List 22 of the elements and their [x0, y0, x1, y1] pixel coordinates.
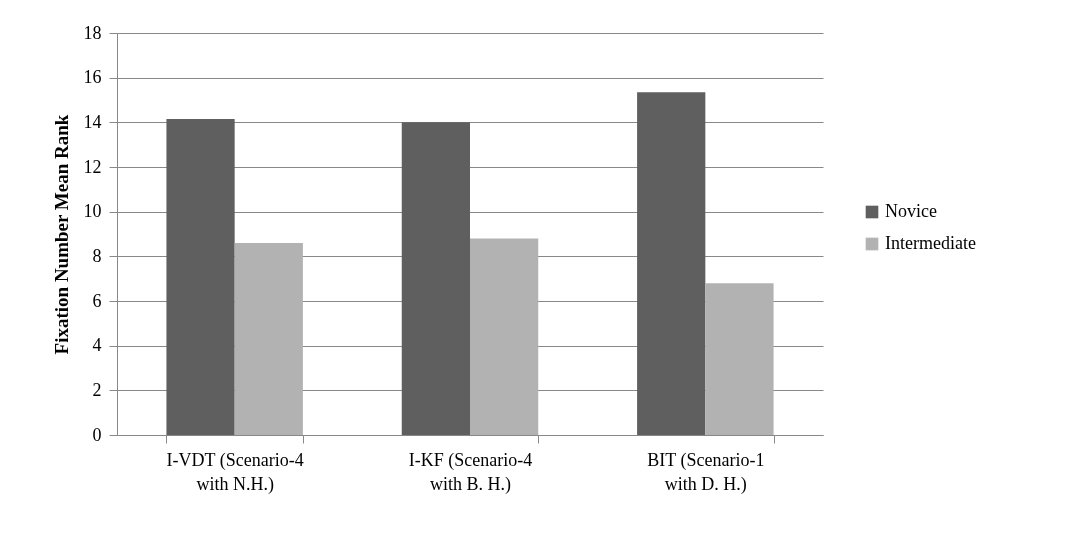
x-tick-label: I-VDT (Scenario-4 with N.H.)	[166, 449, 304, 495]
bar	[166, 118, 235, 435]
bar	[234, 242, 303, 435]
legend-label: Novice	[885, 201, 937, 221]
y-tick-label: 4	[92, 335, 102, 356]
y-tick-label: 16	[83, 67, 102, 88]
legend-label: Intermediate	[885, 233, 976, 253]
y-tick-label: 2	[92, 379, 102, 400]
y-axis-title: Fixation Number Mean Rank	[50, 114, 72, 355]
bar	[637, 92, 706, 435]
y-tick-label: 0	[92, 424, 102, 445]
x-tick-label: I-KF (Scenario-4 with B. H.)	[408, 449, 533, 495]
y-tick-label: 14	[83, 111, 102, 132]
bar	[470, 238, 539, 435]
y-tick-label: 10	[83, 201, 102, 222]
y-tick-label: 12	[83, 156, 102, 177]
y-tick-label: 8	[92, 245, 102, 266]
y-tick-label: 6	[92, 290, 102, 311]
bar	[401, 122, 470, 435]
y-tick-label: 18	[83, 22, 102, 43]
x-tick-label: BIT (Scenario-1 with D. H.)	[647, 449, 765, 495]
bar	[705, 283, 774, 435]
